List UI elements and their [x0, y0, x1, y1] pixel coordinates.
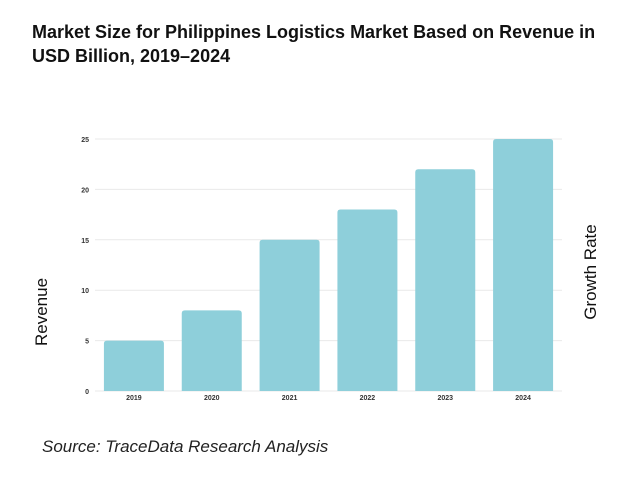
x-tick-label: 2021: [282, 395, 298, 402]
x-tick-label: 2022: [360, 395, 376, 402]
y-tick-label: 10: [81, 288, 89, 295]
x-axis-ticks: 2019 2020 2021 2022 2023 2024: [126, 395, 531, 402]
bar-2019: [103, 340, 164, 391]
x-tick-label: 2024: [515, 395, 531, 402]
y-tick-label: 0: [85, 389, 89, 396]
bars: [103, 139, 554, 391]
chart-title: Market Size for Philippines Logistics Ma…: [32, 22, 596, 66]
bar-2023: [415, 169, 476, 391]
y-axis-ticks: 0 5 10 15 20 25: [81, 137, 89, 396]
bar-2022: [337, 209, 398, 391]
bar-2021: [259, 239, 320, 391]
y-tick-label: 20: [81, 187, 89, 194]
x-tick-label: 2019: [126, 395, 142, 402]
x-tick-label: 2023: [437, 395, 453, 402]
bar-2024: [493, 139, 554, 391]
y-tick-label: 25: [81, 137, 89, 144]
y-tick-label: 5: [85, 339, 89, 346]
y-tick-label: 15: [81, 238, 89, 245]
gridlines: [95, 138, 562, 392]
x-tick-label: 2020: [204, 395, 220, 402]
source-note: Source: TraceData Research Analysis: [42, 437, 329, 456]
bar-2020: [181, 310, 242, 391]
